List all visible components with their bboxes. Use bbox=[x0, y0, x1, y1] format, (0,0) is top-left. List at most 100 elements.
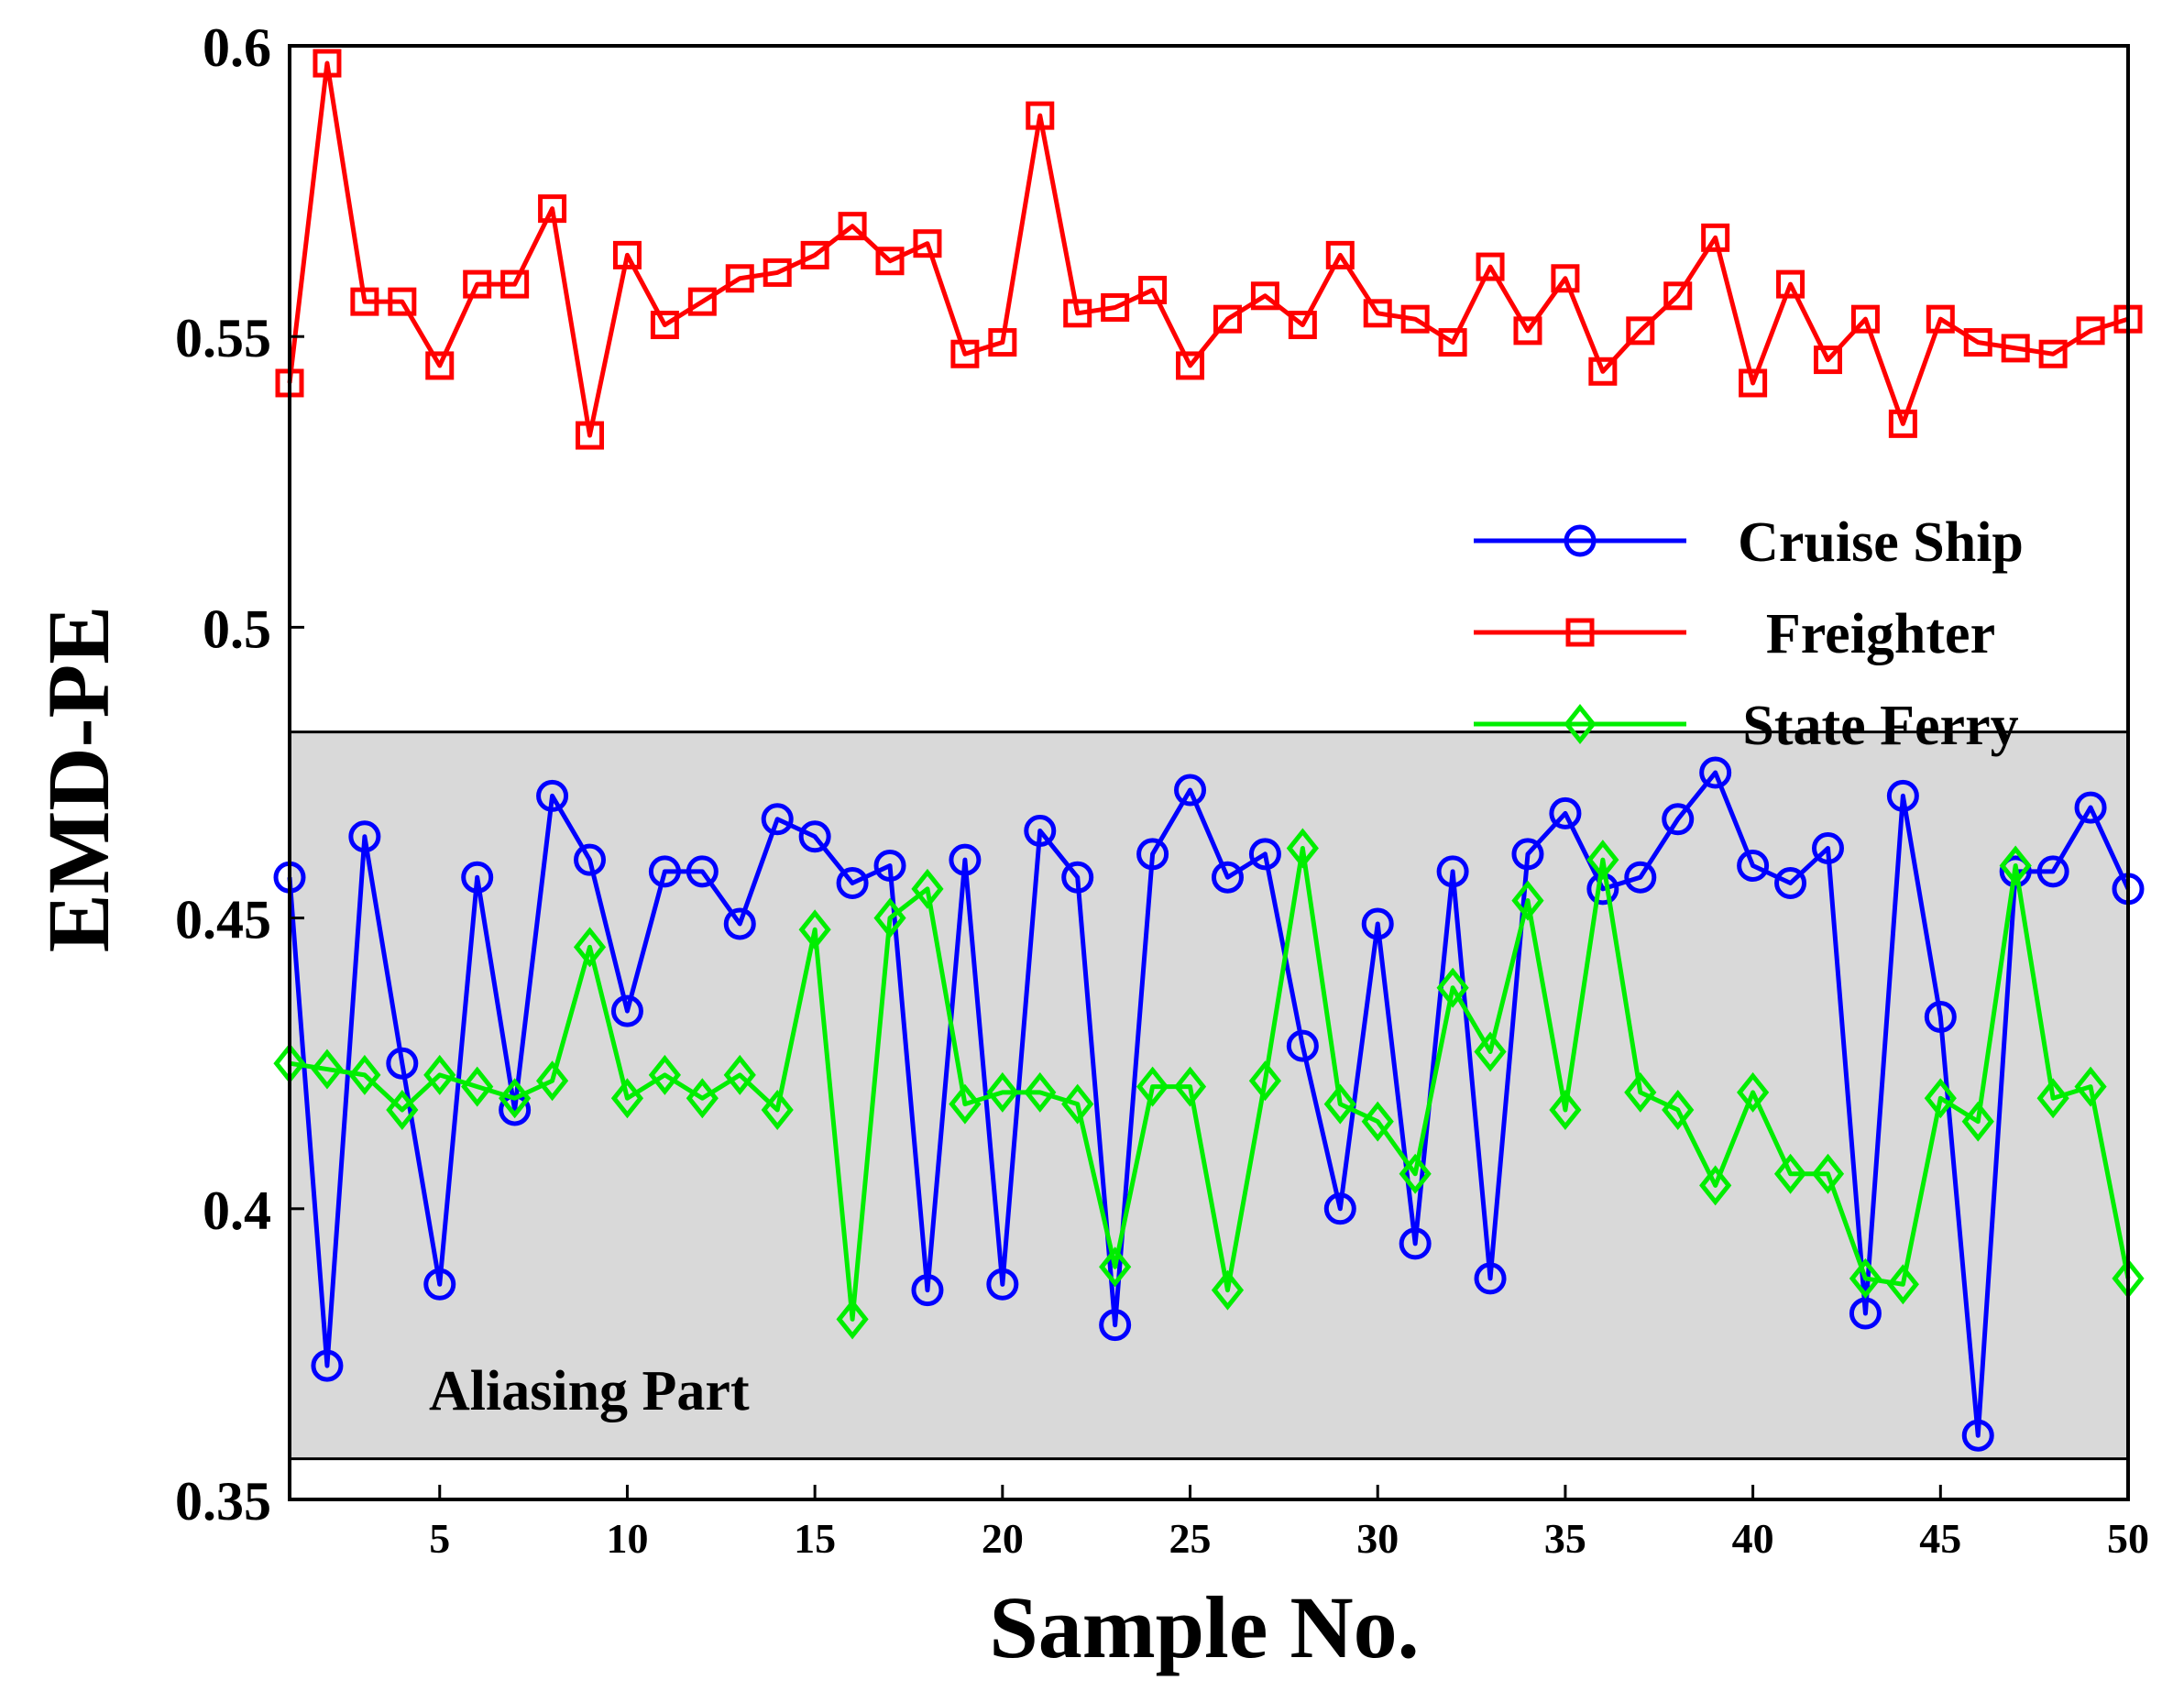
state-ferry-point-39 bbox=[1699, 1165, 1732, 1206]
legend-label-state-ferry: State Ferry bbox=[1742, 695, 2018, 757]
y-tick-label-0.35: 0.35 bbox=[175, 1471, 271, 1532]
y-tick-label-0.6: 0.6 bbox=[203, 17, 271, 78]
freighter-point-23 bbox=[1101, 292, 1130, 322]
cruise-ship-point-21 bbox=[1024, 814, 1057, 847]
freighter-point-16 bbox=[838, 212, 867, 241]
state-ferry-point-5 bbox=[423, 1054, 456, 1095]
freighter-point-36 bbox=[1588, 357, 1618, 386]
series-state-ferry bbox=[273, 828, 2145, 1340]
cruise-ship-point-41 bbox=[1774, 867, 1807, 900]
series-cruise-ship bbox=[273, 756, 2145, 1452]
cruise-ship-point-40 bbox=[1737, 850, 1770, 883]
state-ferry-point-40 bbox=[1737, 1071, 1770, 1113]
state-ferry-point-31 bbox=[1399, 1153, 1432, 1194]
freighter-point-4 bbox=[388, 287, 417, 316]
freighter-point-17 bbox=[875, 247, 905, 276]
freighter-point-10 bbox=[612, 240, 642, 269]
freighter-point-6 bbox=[463, 269, 492, 299]
cruise-ship-point-11 bbox=[648, 855, 681, 888]
freighter-point-24 bbox=[1138, 275, 1168, 304]
state-ferry-point-32 bbox=[1436, 967, 1469, 1008]
freighter-point-35 bbox=[1551, 264, 1580, 293]
x-tick-label-20: 20 bbox=[982, 1515, 1024, 1562]
freighter-point-3 bbox=[350, 287, 379, 316]
aliasing-region bbox=[290, 730, 2128, 1461]
freighter-point-33 bbox=[1476, 252, 1505, 281]
state-ferry-point-3 bbox=[348, 1054, 381, 1095]
state-ferry-point-2 bbox=[311, 1049, 344, 1090]
state-ferry-point-22 bbox=[1061, 1083, 1094, 1125]
state-ferry-point-15 bbox=[798, 909, 831, 950]
freighter-point-43 bbox=[1850, 304, 1880, 334]
state-ferry-point-29 bbox=[1323, 1083, 1356, 1125]
y-tick-label-0.45: 0.45 bbox=[175, 890, 271, 950]
cruise-ship-point-46 bbox=[1961, 1419, 1994, 1452]
cruise-ship-point-15 bbox=[798, 820, 831, 853]
y-axis-title: EMD-PE bbox=[29, 606, 127, 953]
freighter-point-38 bbox=[1663, 281, 1693, 311]
state-ferry-point-37 bbox=[1624, 1071, 1657, 1113]
state-ferry-point-6 bbox=[461, 1066, 494, 1107]
freighter-point-30 bbox=[1363, 299, 1392, 328]
state-ferry-point-7 bbox=[499, 1078, 532, 1119]
state-ferry-point-26 bbox=[1211, 1269, 1245, 1311]
cruise-ship-line bbox=[287, 770, 2131, 1438]
cruise-ship-point-13 bbox=[723, 907, 756, 940]
freighter-point-11 bbox=[650, 311, 679, 340]
cruise-ship-point-8 bbox=[536, 779, 569, 812]
state-ferry-point-34 bbox=[1511, 880, 1544, 921]
legend-entry-state-ferry: State Ferry bbox=[1474, 695, 2019, 757]
state-ferry-point-30 bbox=[1361, 1101, 1394, 1142]
state-ferry-line bbox=[289, 845, 2131, 1322]
y-tick-label-0.4: 0.4 bbox=[203, 1180, 271, 1241]
state-ferry-point-8 bbox=[535, 1060, 569, 1102]
x-axis-title: Sample No. bbox=[989, 1578, 1419, 1676]
state-ferry-point-16 bbox=[836, 1299, 869, 1340]
cruise-ship-point-4 bbox=[386, 1047, 419, 1080]
cruise-ship-point-9 bbox=[574, 843, 607, 876]
cruise-ship-point-5 bbox=[423, 1268, 456, 1301]
freighter-point-48 bbox=[2038, 339, 2068, 368]
freighter-point-26 bbox=[1213, 304, 1242, 334]
aliasing-part-label: Aliasing Part bbox=[429, 1360, 750, 1422]
freighter-point-41 bbox=[1776, 269, 1805, 299]
x-tick-label-30: 30 bbox=[1356, 1515, 1399, 1562]
x-tick-label-25: 25 bbox=[1169, 1515, 1212, 1562]
freighter-point-39 bbox=[1701, 223, 1730, 252]
freighter-point-21 bbox=[1026, 101, 1055, 130]
x-tick-label-45: 45 bbox=[1919, 1515, 1961, 1562]
freighter-point-42 bbox=[1813, 346, 1842, 375]
legend-marker-freighter bbox=[1565, 618, 1595, 647]
cruise-ship-point-49 bbox=[2074, 791, 2107, 824]
state-ferry-point-35 bbox=[1549, 1089, 1582, 1130]
cruise-ship-point-23 bbox=[1099, 1309, 1132, 1342]
cruise-ship-point-48 bbox=[2036, 855, 2069, 888]
legend-label-freighter: Freighter bbox=[1766, 603, 1995, 665]
state-ferry-point-18 bbox=[911, 868, 944, 909]
freighter-point-32 bbox=[1438, 328, 1467, 357]
x-tick-label-40: 40 bbox=[1732, 1515, 1774, 1562]
freighter-point-20 bbox=[988, 328, 1017, 357]
legend-entry-freighter: Freighter bbox=[1474, 603, 1995, 665]
cruise-ship-point-16 bbox=[836, 867, 869, 900]
cruise-ship-point-39 bbox=[1699, 756, 1732, 789]
state-ferry-point-46 bbox=[1961, 1101, 1994, 1142]
cruise-ship-point-35 bbox=[1549, 796, 1582, 829]
y-tick-label-0.5: 0.5 bbox=[203, 598, 271, 659]
state-ferry-point-20 bbox=[986, 1071, 1019, 1113]
freighter-point-15 bbox=[800, 240, 829, 269]
cruise-ship-point-20 bbox=[986, 1268, 1019, 1301]
freighter-point-9 bbox=[576, 421, 605, 450]
aliasing-region-fill bbox=[290, 731, 2128, 1459]
freighter-point-28 bbox=[1288, 311, 1317, 340]
y-tick-label-0.55: 0.55 bbox=[175, 308, 271, 368]
state-ferry-point-48 bbox=[2036, 1078, 2069, 1119]
freighter-point-45 bbox=[1926, 304, 1955, 334]
freighter-point-46 bbox=[1963, 328, 1992, 357]
freighter-point-34 bbox=[1513, 316, 1542, 346]
state-ferry-point-10 bbox=[610, 1078, 644, 1119]
cruise-ship-point-3 bbox=[348, 820, 381, 853]
freighter-point-18 bbox=[913, 229, 942, 258]
state-ferry-point-38 bbox=[1662, 1089, 1695, 1130]
